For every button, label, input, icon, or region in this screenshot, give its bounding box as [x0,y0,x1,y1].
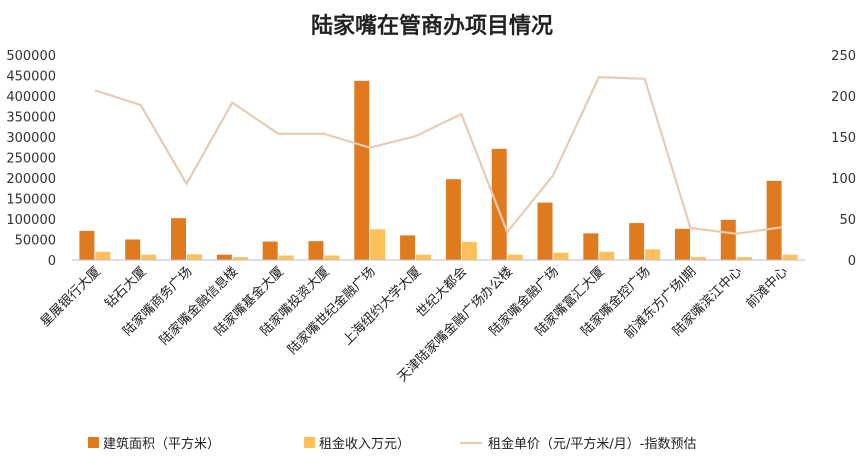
left-tick-label: 0 [48,254,56,269]
bar-rent [187,254,203,260]
bar-area [308,241,324,260]
bar-rent [553,252,569,260]
bar-rent [461,241,477,260]
bar-area [674,228,690,260]
bar-rent [599,251,615,260]
bar-rent [232,257,248,260]
category-label: 上海纽约大学大厦 [340,264,425,349]
bar-area [720,219,736,260]
left-tick-label: 500000 [6,49,56,64]
bar-area [537,202,553,260]
bar-rent [324,255,340,260]
bar-rent [141,254,157,260]
left-tick-label: 150000 [6,193,56,208]
bar-rent [645,249,661,260]
category-labels: 星展银行大厦钻石大厦陆家嘴商务广场陆家嘴金融信息楼陆家嘴基金大厦陆家嘴投资大厦陆… [38,264,791,386]
bar-area [629,223,645,260]
right-tick-label: 100 [831,172,856,187]
left-tick-label: 50000 [15,234,56,249]
bar-rent [690,257,706,260]
category-label: 星展银行大厦 [38,264,104,330]
right-tick-label: 50 [839,213,856,228]
left-tick-label: 100000 [6,213,56,228]
bar-area [400,235,416,260]
bar-area [583,233,599,260]
bar-area [262,241,278,260]
left-tick-label: 200000 [6,172,56,187]
category-label: 陆家嘴金融信息楼 [156,264,241,349]
right-tick-label: 150 [831,131,856,146]
right-tick-label: 250 [831,49,856,64]
legend-swatch [304,437,315,448]
bar-rent [416,254,432,260]
bar-area [216,254,232,260]
bar-area [491,148,507,260]
chart-title: 陆家嘴在管商办项目情况 [311,13,553,39]
legend-label: 租金收入万元） [319,436,410,452]
legend-swatch [88,437,99,448]
bars [79,80,798,260]
category-label: 钻石大厦 [102,264,149,311]
category-label: 陆家嘴世纪金融广场 [285,264,379,358]
bar-rent [278,255,294,260]
category-label: 前滩中心 [743,264,791,312]
left-tick-label: 350000 [6,111,56,126]
bar-rent [95,251,111,260]
left-tick-label: 250000 [6,152,56,167]
bar-area [171,218,187,260]
bar-area [354,80,370,260]
bar-area [125,239,141,260]
bar-area [79,230,95,260]
bar-rent [370,229,386,260]
legend-label: 建筑面积（平方米） [103,436,220,452]
left-tick-label: 450000 [6,70,56,85]
legend-label: 租金单价（元/平方米/月）-指数预估 [488,436,696,452]
bar-area [766,180,782,260]
left-tick-label: 400000 [6,90,56,105]
bar-rent [782,254,798,260]
bar-area [445,179,461,260]
left-tick-label: 300000 [6,131,56,146]
right-tick-label: 0 [848,254,856,269]
right-axis-ticks: 0 50 100 150 200 250 [831,49,856,269]
price-line [94,76,783,235]
price-series-line [94,76,783,235]
right-tick-label: 200 [831,90,856,105]
bar-rent [736,257,752,260]
bar-rent [507,254,523,260]
left-axis-ticks: 0 50000 100000 150000 200000 250000 300000 3500… [6,49,56,269]
legend: 建筑面积（平方米） 租金收入万元） 租金单价（元/平方米/月）-指数预估 [88,436,696,452]
